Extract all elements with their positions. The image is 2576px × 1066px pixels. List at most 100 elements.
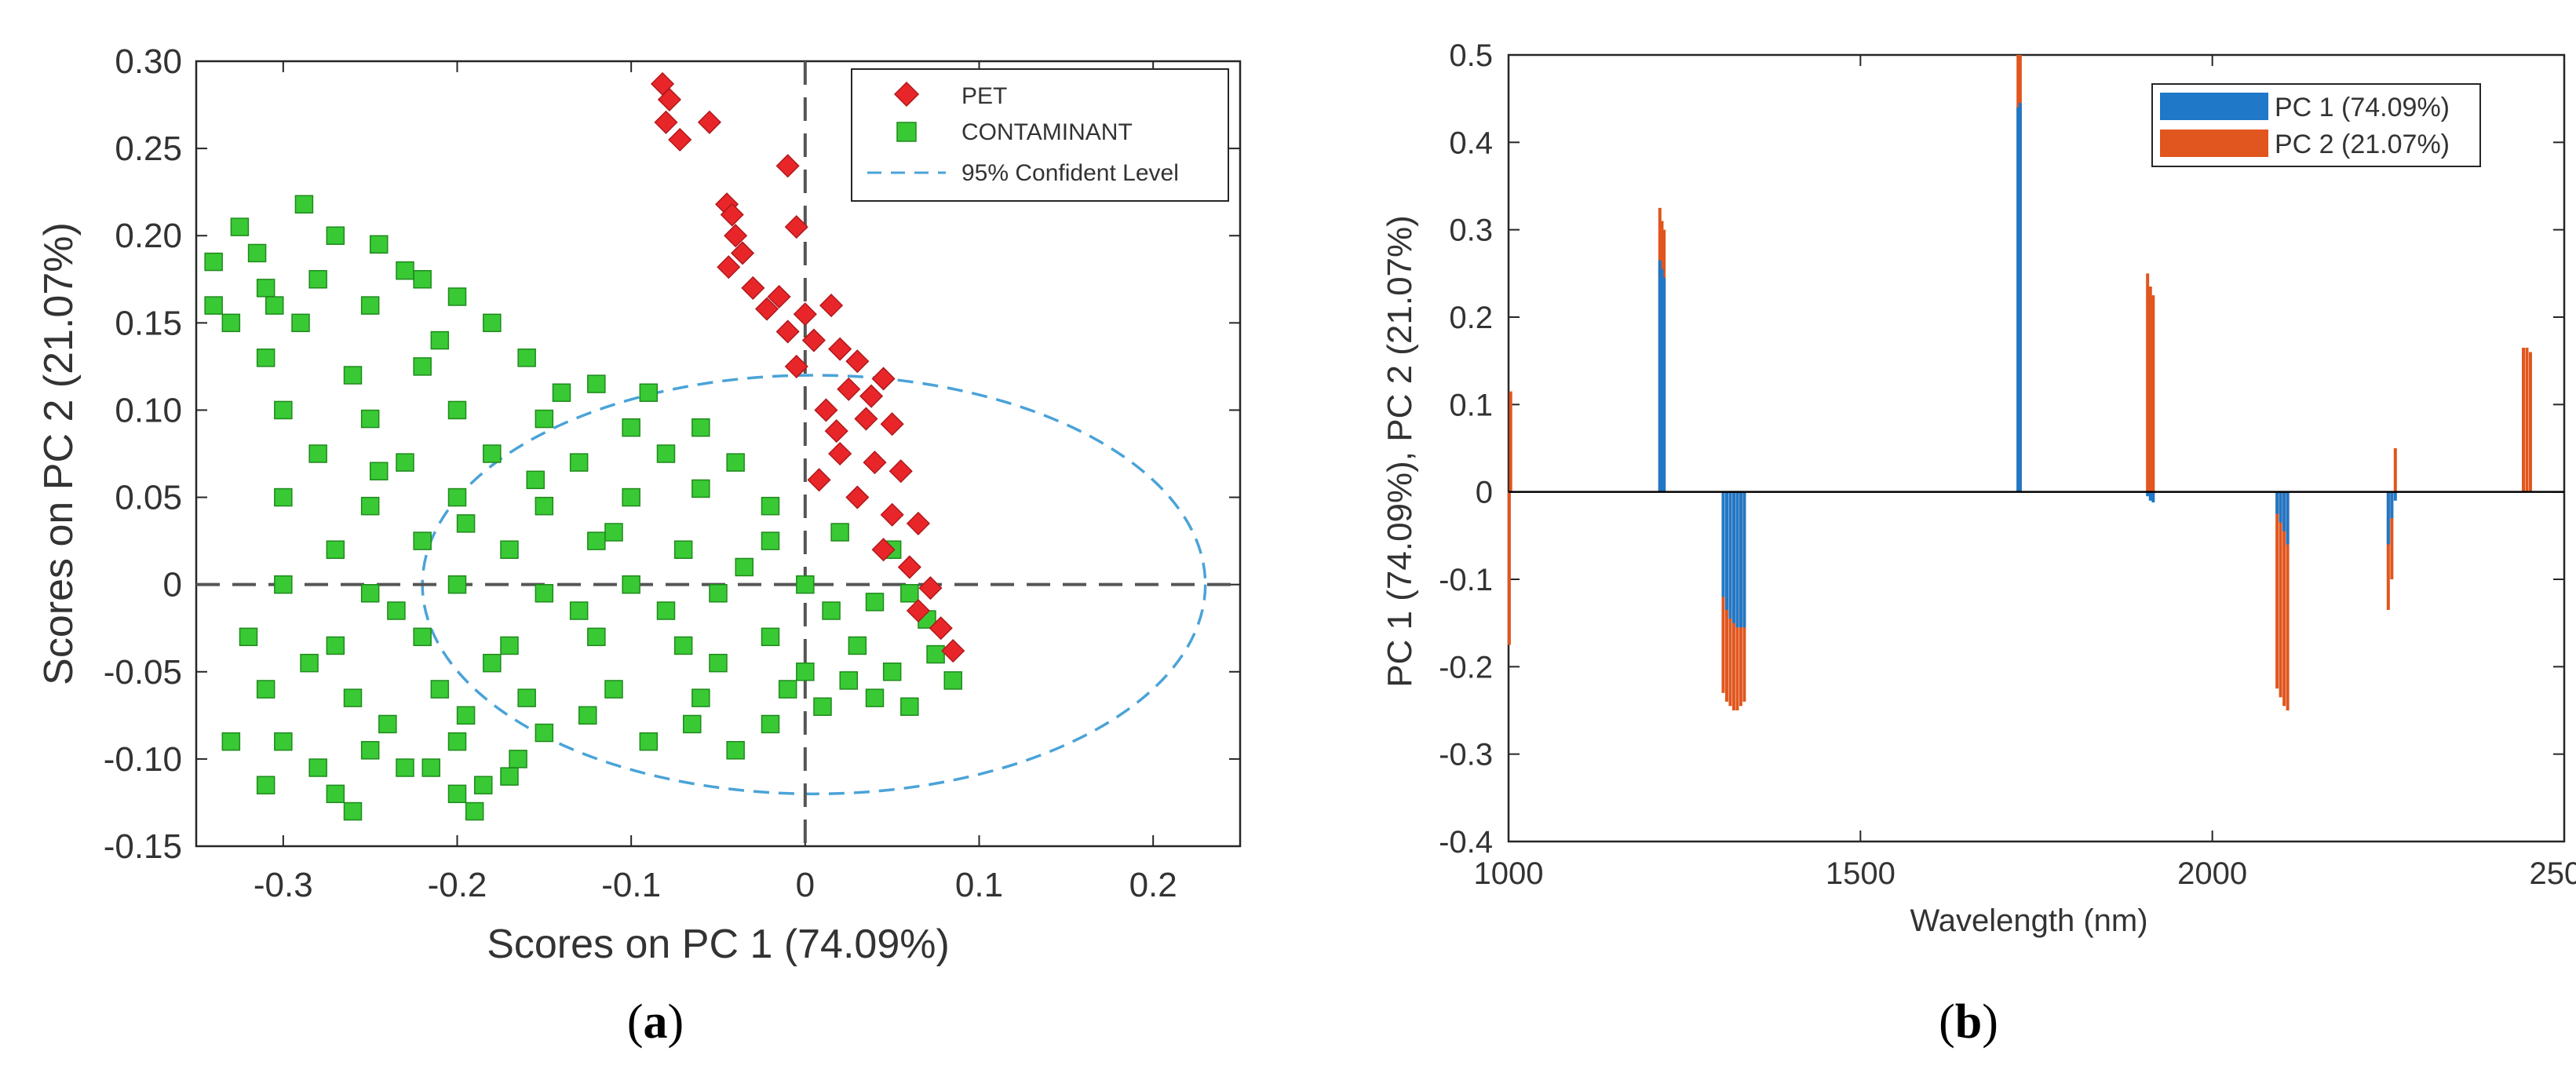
contaminant-point [673, 540, 693, 559]
pet-point [880, 502, 904, 527]
pc2-bar [2148, 287, 2152, 492]
contaminant-point [396, 758, 414, 777]
pet-point [720, 203, 744, 227]
pc2-bar [2393, 448, 2397, 492]
pet-point [697, 110, 721, 134]
panel-b-loadings: 1000 1500 2000 2500 -0.4 -0.3 -0.2 -0.1 0 0.1 0.2 0… [1381, 38, 2576, 1049]
panel-b-xtick-label: 1000 [1474, 856, 1544, 891]
contaminant-point [447, 575, 467, 594]
pc1-bar [2282, 491, 2286, 531]
contaminant-point [761, 531, 780, 550]
contaminant-point [360, 741, 380, 760]
contaminant-point [274, 487, 293, 507]
contaminant-point [421, 758, 440, 777]
pc2-bar [2390, 491, 2394, 579]
contaminant-point [622, 487, 640, 507]
panel-a-ytick-label: 0.25 [115, 130, 182, 168]
contaminant-point [343, 801, 363, 821]
panel-a-legend: PET CONTAMINANT 95% Confident Level [851, 68, 1229, 202]
contaminant-point [587, 627, 606, 647]
pet-point [828, 441, 852, 466]
panel-a-ytick-label: 0.05 [115, 479, 182, 517]
contaminant-point [691, 479, 710, 498]
contaminant-point [822, 601, 841, 620]
contaminant-point [848, 636, 867, 655]
pc2-bar [2521, 347, 2525, 492]
legend-contaminant-marker [896, 122, 917, 142]
pc1-bar [1662, 277, 1666, 492]
pet-point [929, 616, 953, 641]
contaminant-point [526, 470, 545, 490]
pet-point [807, 468, 831, 492]
panel-b-bars [1507, 55, 2532, 710]
panel-b-xtick-label: 2500 [2530, 856, 2576, 891]
panel-b-ytick-label: -0.4 [1439, 825, 1493, 860]
contaminant-point [239, 627, 258, 647]
legend-pet-label: PET [961, 83, 1007, 109]
pet-point [906, 511, 930, 535]
contaminant-point [308, 758, 327, 777]
pc1-bar [1735, 491, 1739, 628]
pet-point [906, 598, 930, 623]
contaminant-point [587, 374, 606, 393]
pet-point [854, 407, 878, 431]
pc2-bar [2286, 491, 2290, 710]
panel-a-scatter: -0.3 -0.2 -0.1 0 0.1 0.2-0.15-0.10-0.0500.050… [36, 42, 1242, 1049]
pc2-bar [1509, 391, 1512, 492]
pc1-bar [2386, 491, 2390, 545]
pet-point [863, 451, 887, 475]
contaminant-point [517, 688, 536, 707]
pet-point [859, 384, 884, 408]
pc2-bar [2525, 347, 2529, 492]
panel-a-contaminant-points [204, 195, 962, 821]
contaminant-point [865, 593, 885, 611]
contaminant-point [447, 784, 467, 804]
contaminant-point [673, 636, 693, 655]
panel-a-caption: (a) [627, 995, 684, 1049]
pc1-bar [1728, 491, 1732, 619]
pet-point [767, 284, 791, 309]
contaminant-point [761, 627, 780, 647]
contaminant-point [796, 663, 815, 681]
pc1-bar [2393, 491, 2397, 501]
contaminant-point [683, 714, 702, 734]
contaminant-point [370, 235, 389, 254]
pet-point [724, 224, 748, 248]
contaminant-point [535, 584, 554, 603]
contaminant-point [204, 252, 223, 272]
pc1-bar [2016, 107, 2020, 492]
contaminant-point [726, 741, 745, 760]
contaminant-point [483, 653, 502, 673]
contaminant-point [326, 226, 345, 245]
panel-b-ytick-label: 0.2 [1449, 301, 1493, 335]
contaminant-point [552, 383, 571, 402]
panel-a-ytick-label: 0.20 [115, 217, 182, 255]
contaminant-point [430, 330, 450, 350]
contaminant-point [622, 575, 640, 594]
panel-b-ytick-label: 0.5 [1449, 38, 1493, 73]
contaminant-point [813, 697, 832, 716]
contaminant-point [483, 444, 502, 463]
contaminant-point [360, 409, 380, 429]
contaminant-point [656, 601, 676, 620]
pet-point [668, 127, 692, 152]
panel-a-xtick-label: -0.3 [254, 866, 313, 904]
panel-a-xtick-label: -0.2 [428, 866, 487, 904]
panel-b-ytick-label: 0.3 [1449, 214, 1493, 248]
contaminant-point [256, 279, 275, 298]
contaminant-point [709, 584, 728, 603]
contaminant-point [735, 557, 753, 577]
pet-point [828, 337, 852, 361]
contaminant-point [639, 383, 659, 402]
contaminant-point [691, 418, 710, 437]
contaminant-point [413, 531, 432, 550]
contaminant-point [221, 732, 241, 751]
contaminant-point [274, 732, 293, 751]
contaminant-point [230, 217, 250, 236]
pc2-bar [2282, 491, 2286, 706]
contaminant-point [387, 601, 406, 620]
contaminant-point [294, 195, 314, 214]
pet-point [784, 215, 808, 239]
pc1-bar [1658, 260, 1662, 492]
